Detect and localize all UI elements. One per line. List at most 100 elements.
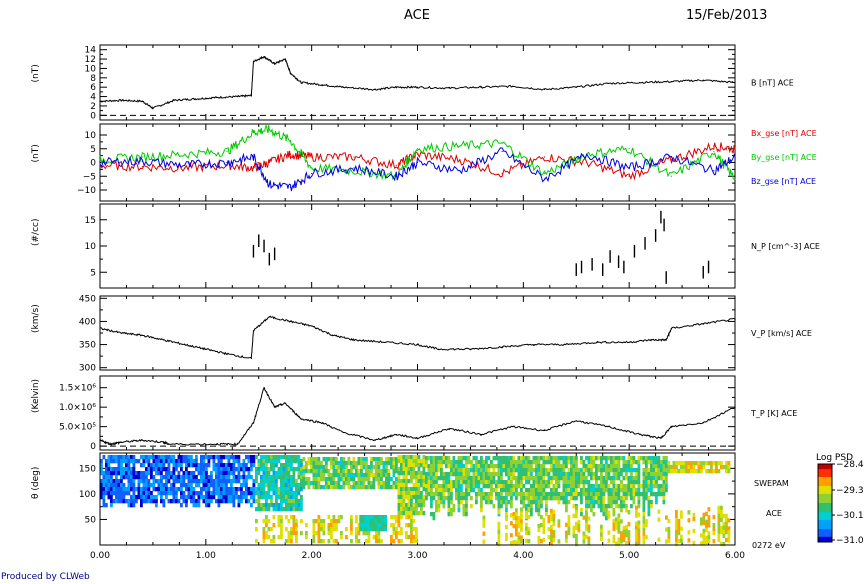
heatmap-cell xyxy=(637,500,641,505)
heatmap-cell xyxy=(287,495,291,500)
heatmap-cell xyxy=(537,464,541,469)
heatmap-cell xyxy=(490,476,493,481)
heatmap-cell xyxy=(647,460,651,465)
heatmap-cell xyxy=(207,479,211,484)
heatmap-cell xyxy=(562,484,566,489)
heatmap-cell xyxy=(137,483,141,488)
heatmap-cell xyxy=(190,471,193,476)
heatmap-cell xyxy=(540,484,543,489)
data-point xyxy=(469,348,472,350)
heatmap-cell xyxy=(122,475,126,480)
heatmap-cell xyxy=(525,488,528,493)
heatmap-cell xyxy=(355,539,358,544)
heatmap-cell xyxy=(607,464,611,469)
heatmap-cell xyxy=(555,472,558,477)
heatmap-cell xyxy=(185,499,188,504)
heatmap-cell xyxy=(517,476,521,481)
heatmap-cell xyxy=(265,467,268,472)
heatmap-cell xyxy=(515,516,518,521)
heatmap-cell xyxy=(725,525,728,531)
heatmap-cell xyxy=(307,469,311,474)
colorbar-swatch xyxy=(818,519,832,522)
heatmap-cell xyxy=(222,455,226,460)
heatmap-cell xyxy=(647,504,651,509)
heatmap-cell xyxy=(317,473,321,478)
heatmap-cell xyxy=(360,473,363,478)
heatmap-cell xyxy=(217,459,221,464)
heatmap-cell xyxy=(222,467,226,472)
heatmap-cell xyxy=(525,526,528,531)
heatmap-cell xyxy=(375,535,378,540)
heatmap-cell xyxy=(395,535,398,540)
heatmap-cell xyxy=(172,479,176,484)
heatmap-cell xyxy=(400,495,403,500)
data-point xyxy=(274,406,276,408)
data-point xyxy=(252,131,255,133)
heatmap-cell xyxy=(420,475,423,480)
heatmap-cell xyxy=(437,468,441,473)
heatmap-cell xyxy=(440,484,443,489)
heatmap-cell xyxy=(435,500,438,505)
heatmap-cell xyxy=(560,464,563,469)
heatmap-cell xyxy=(350,531,353,536)
heatmap-cell xyxy=(485,472,488,477)
heatmap-cell xyxy=(217,503,221,508)
heatmap-cell xyxy=(667,526,671,532)
heatmap-cell xyxy=(680,510,683,515)
heatmap-cell xyxy=(145,479,148,484)
heatmap-cell xyxy=(376,519,380,524)
heatmap-cell xyxy=(300,487,303,492)
heatmap-cell xyxy=(267,459,271,464)
heatmap-cell xyxy=(492,476,496,481)
heatmap-cell xyxy=(235,495,238,500)
heatmap-cell xyxy=(227,499,231,504)
heatmap-cell xyxy=(427,488,431,493)
ylabel-b_total: (nT) xyxy=(31,64,41,82)
heatmap-cell xyxy=(585,504,588,509)
heatmap-cell xyxy=(627,468,631,473)
heatmap-cell xyxy=(657,460,661,465)
heatmap-cell xyxy=(445,496,448,501)
heatmap-cell xyxy=(585,510,588,515)
heatmap-cell xyxy=(132,455,136,460)
heatmap-cell xyxy=(550,488,553,493)
heatmap-cell xyxy=(645,472,648,477)
heatmap-cell xyxy=(450,500,453,505)
heatmap-cell xyxy=(262,491,266,496)
heatmap-cell xyxy=(690,469,693,474)
heatmap-cell xyxy=(557,539,561,544)
heatmap-cell xyxy=(477,460,481,465)
heatmap-cell xyxy=(292,531,296,536)
heatmap-cell xyxy=(197,471,201,476)
heatmap-cell xyxy=(655,464,658,469)
heatmap-cell xyxy=(357,531,361,536)
heatmap-cell xyxy=(250,487,253,492)
heatmap-cell xyxy=(387,477,391,482)
heatmap-cell xyxy=(374,519,378,524)
heatmap-cell xyxy=(497,525,501,531)
heatmap-cell xyxy=(387,473,391,478)
heatmap-cell xyxy=(647,488,651,493)
data-point xyxy=(289,186,292,188)
heatmap-cell xyxy=(515,508,518,513)
heatmap-cell xyxy=(371,519,375,524)
heatmap-cell xyxy=(165,467,168,472)
colorbar-swatch xyxy=(818,505,832,508)
heatmap-cell xyxy=(295,507,298,512)
heatmap-cell xyxy=(600,476,603,481)
heatmap-cell xyxy=(415,491,418,496)
heatmap-cell xyxy=(567,476,571,481)
heatmap-cell xyxy=(120,455,123,460)
heatmap-cell xyxy=(265,475,268,480)
heatmap-cell xyxy=(665,472,668,477)
heatmap-cell xyxy=(252,455,256,460)
heatmap-cell xyxy=(437,504,441,509)
heatmap-cell xyxy=(325,469,328,474)
heatmap-cell xyxy=(600,496,603,501)
heatmap-cell xyxy=(725,517,728,523)
heatmap-cell xyxy=(190,487,193,492)
heatmap-cell xyxy=(727,469,731,474)
heatmap-cell xyxy=(720,525,723,531)
heatmap-cell xyxy=(617,504,621,509)
heatmap-cell xyxy=(500,496,503,501)
